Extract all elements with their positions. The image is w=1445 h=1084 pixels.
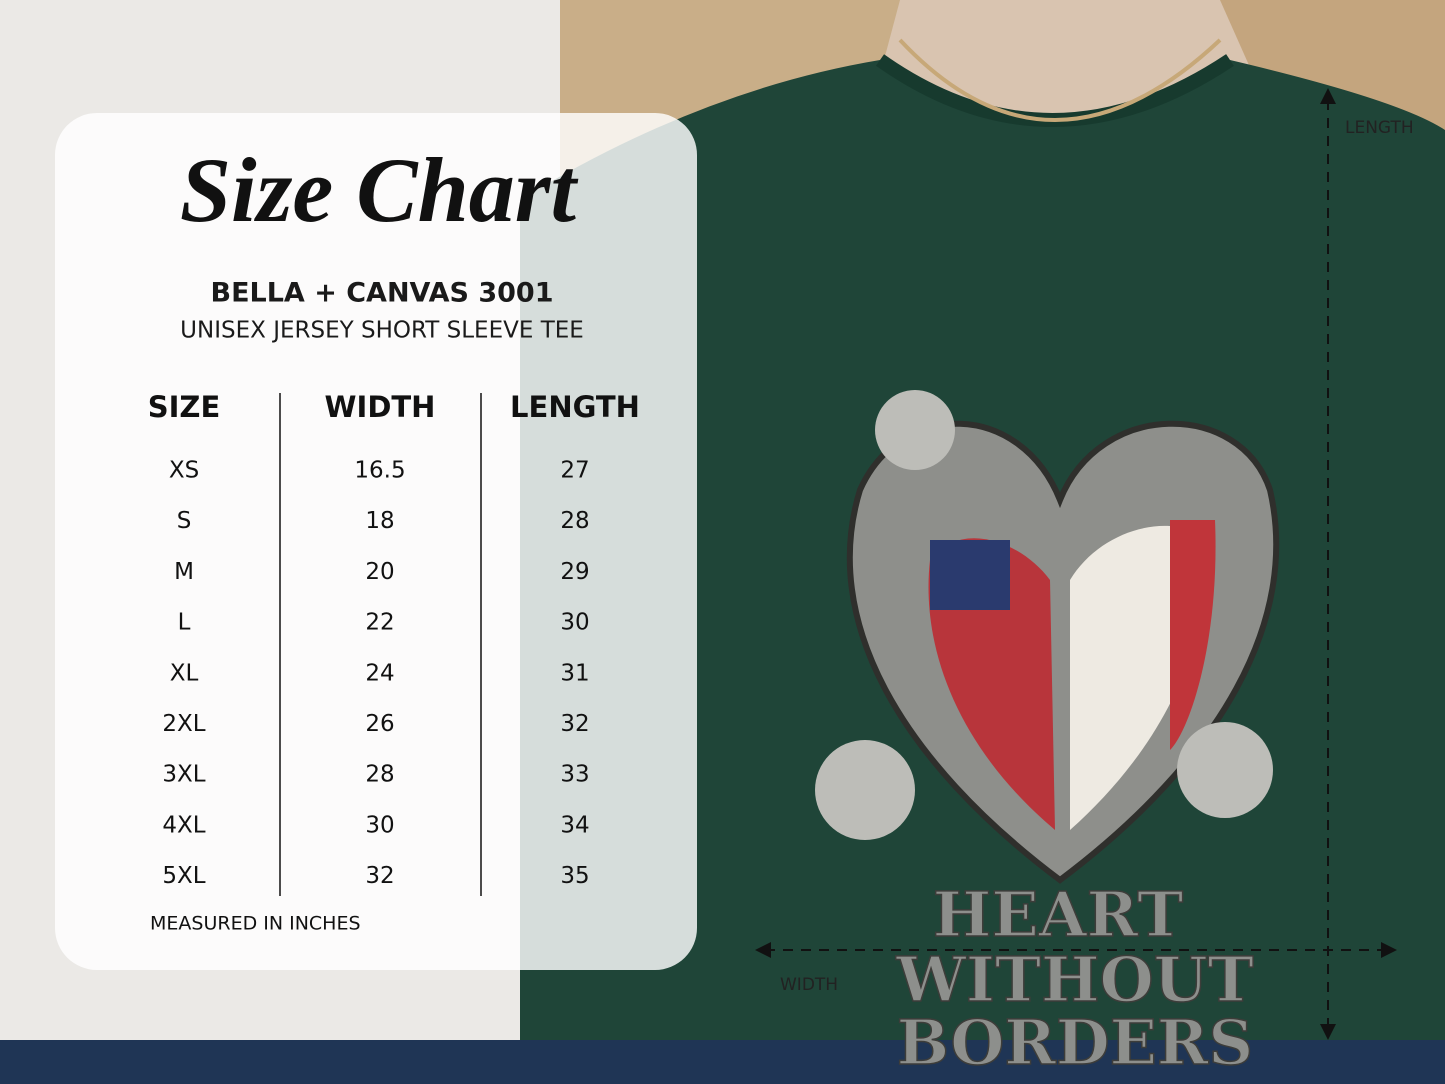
heart-graphic	[815, 390, 1280, 884]
card-title: Size Chart	[180, 139, 579, 241]
table-cell: 35	[560, 863, 589, 889]
us-flag-half	[928, 538, 1055, 830]
table-cell: 30	[560, 610, 589, 636]
table-cell: 34	[560, 812, 589, 838]
length-label: LENGTH	[1345, 118, 1414, 138]
us-canton	[930, 540, 1010, 610]
table-cell: 26	[365, 711, 394, 737]
table-cell: 27	[560, 458, 589, 484]
dimension-arrows	[765, 100, 1390, 1030]
jeans	[0, 1040, 1445, 1084]
table-cell: 32	[365, 863, 394, 889]
brand: BELLA + CANVAS 3001	[210, 278, 553, 309]
table-cell: S	[177, 508, 192, 534]
mx-red	[1170, 520, 1216, 750]
flower	[875, 390, 955, 470]
subtitle: UNISEX JERSEY SHORT SLEEVE TEE	[180, 318, 584, 344]
table-cell: 31	[560, 660, 589, 686]
table-cell: 20	[365, 559, 394, 585]
table-cell: 5XL	[162, 863, 205, 889]
table-cell: L	[178, 610, 191, 636]
size-card	[55, 113, 697, 970]
necklace	[898, 38, 1222, 122]
width-label: WIDTH	[780, 975, 838, 995]
arrowhead	[1320, 88, 1336, 104]
column-header: LENGTH	[510, 390, 640, 424]
flower	[1177, 722, 1273, 818]
table-cell: 32	[560, 711, 589, 737]
footnote: MEASURED IN INCHES	[150, 913, 361, 935]
table-cell: 24	[365, 660, 394, 686]
table-cell: XL	[170, 660, 199, 686]
table-cell: 16.5	[354, 458, 405, 484]
table-cell: M	[174, 559, 194, 585]
table-cell: 4XL	[162, 812, 205, 838]
arrowheads	[755, 88, 1397, 1040]
arrowhead	[1381, 942, 1397, 958]
table-cell: 2XL	[162, 711, 205, 737]
print-line: HEART	[933, 878, 1184, 951]
table-cell: 22	[365, 610, 394, 636]
table-cell: 18	[365, 508, 394, 534]
table-cell: 33	[560, 762, 589, 788]
table-cell: XS	[169, 458, 199, 484]
column-header: WIDTH	[325, 390, 436, 424]
arrowhead	[755, 942, 771, 958]
table-cell: 3XL	[162, 762, 205, 788]
print-line: WITHOUT	[895, 943, 1254, 1016]
table-cell: 30	[365, 812, 394, 838]
table-cell: 28	[560, 508, 589, 534]
print-line: BORDERS	[897, 1006, 1253, 1079]
size-table: SIZE WIDTH LENGTH XS 16.5 27 S 18 28 M 20 29 L 22 30 XL…	[148, 390, 640, 889]
arrowhead	[1320, 1024, 1336, 1040]
flower	[815, 740, 915, 840]
table-cell: 28	[365, 762, 394, 788]
table-cell: 29	[560, 559, 589, 585]
column-header: SIZE	[148, 390, 221, 424]
